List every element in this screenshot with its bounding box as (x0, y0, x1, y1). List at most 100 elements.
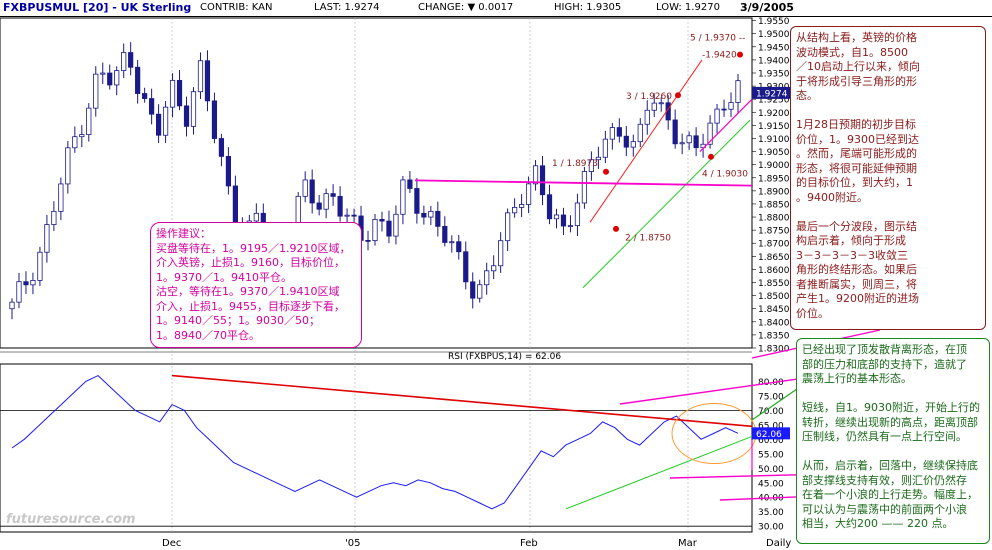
candle-body (623, 135, 629, 148)
wave-point (737, 51, 743, 58)
price-tick-label: 1.9400 (758, 56, 790, 66)
candle-body (512, 206, 518, 214)
price-tick-label: 1.8550 (758, 279, 790, 289)
rsi-tick-label: 45.00 (758, 479, 784, 489)
price-tick-label: 1.8400 (758, 318, 790, 328)
candle-body (421, 212, 427, 218)
candle-body (707, 122, 713, 145)
candle-body (93, 73, 99, 109)
last-price-tag: 1.9274 (756, 89, 788, 99)
rsi-tick-label: 75.00 (758, 392, 784, 402)
price-tick-label: 1.9350 (758, 70, 790, 80)
wave-point (603, 168, 609, 175)
price-panel-frame (0, 17, 753, 349)
candle-body (218, 138, 225, 157)
support-trendline (582, 119, 751, 289)
candle-body (232, 185, 238, 225)
wave-label: 4 / 1.9030 (702, 169, 748, 179)
price-tick-label: 1.8900 (758, 187, 790, 197)
candle-body (553, 214, 560, 220)
candle-body (532, 165, 539, 185)
wave-label: 2 / 1.8750 (625, 234, 671, 244)
candle-body (721, 108, 727, 111)
price-tick-label: 1.9050 (758, 148, 790, 158)
candle-body (323, 193, 329, 210)
candle-body (225, 156, 232, 187)
price-tick-label: 1.8650 (758, 253, 790, 263)
candle-body (37, 251, 43, 281)
price-tick-label: 1.8350 (758, 331, 790, 341)
candle-body (379, 218, 385, 222)
candle-body (162, 106, 169, 136)
candle-body (470, 281, 476, 299)
candle-body (505, 212, 511, 242)
rsi-tick-label: 60.00 (758, 436, 784, 446)
candle-body (114, 70, 120, 86)
rsi-resistance-line (171, 374, 753, 428)
price-tick-label: 1.8850 (758, 200, 790, 210)
candle-body (630, 141, 636, 148)
candle-body (637, 123, 643, 143)
candle-body (142, 93, 148, 99)
target-arrow-line (699, 98, 753, 152)
resistance-trendline (589, 59, 703, 223)
candle-body (651, 102, 657, 111)
last-price: LAST: 1.9274 (314, 2, 380, 13)
rsi-tag: 62.06 (756, 430, 782, 440)
candle-body (400, 179, 406, 215)
candle-body (309, 179, 315, 204)
candle-body (456, 241, 462, 253)
contrib-label: CONTRIB: KAN (200, 2, 273, 13)
price-tick-label: 1.8750 (758, 227, 790, 237)
note-rsi: 已经出现了顶发散背离形态，在顶 部的压力和底部的支持下，造就了 震荡上行的基本形… (796, 338, 990, 544)
candle-body (190, 91, 197, 127)
candle-body (253, 212, 259, 222)
candle-body (100, 72, 106, 75)
price-tick-label: 1.8600 (758, 266, 790, 276)
candle-body (204, 60, 211, 102)
candle-body (518, 204, 525, 208)
candle-body (365, 240, 371, 242)
candle-body (484, 270, 490, 286)
neckline (414, 179, 753, 187)
rsi-tick-label: 65.00 (758, 421, 784, 431)
candle-body (183, 105, 190, 127)
rsi-line (11, 375, 739, 510)
low-value: LOW: 1.9270 (656, 2, 720, 13)
candle-body (574, 202, 581, 226)
price-tick-label: 1.8450 (758, 305, 790, 315)
candle-body (107, 72, 113, 86)
candle-body (672, 119, 678, 145)
rsi-tick-label: 55.00 (758, 450, 784, 460)
wave-label: 3 / 1.9260 (626, 92, 672, 102)
price-tick-label: 1.8950 (758, 174, 790, 184)
x-axis-label: Feb (520, 538, 538, 549)
candle-body (595, 156, 601, 161)
candle-body (344, 214, 350, 217)
rsi-tick-label: 35.00 (758, 508, 784, 518)
candle-body (23, 281, 29, 286)
candle-body (393, 213, 399, 237)
candle-body (169, 79, 176, 108)
candle-body (176, 79, 183, 107)
candle-body (442, 225, 448, 243)
candle-body (16, 281, 22, 303)
candle-body (546, 194, 553, 220)
watermark: futuresource.com (6, 512, 136, 527)
price-tick-label: 1.8300 (758, 345, 790, 355)
price-tick-label: 1.9550 (758, 17, 790, 27)
price-tick-label: 1.8700 (758, 240, 790, 250)
rsi-tick-label: 40.00 (758, 494, 784, 504)
price-tick-label: 1.9250 (758, 96, 790, 106)
candle-body (30, 280, 36, 286)
chart-header: FXBPUSMUL [20] - UK Sterling CONTRIB: KA… (0, 0, 992, 17)
rsi-tick-label: 30.00 (758, 523, 784, 533)
candle-body (693, 135, 699, 149)
change-value: CHANGE: ▼ 0.0017 (418, 2, 514, 13)
candle-body (686, 135, 692, 144)
x-axis-label: Mar (678, 538, 698, 549)
candle-body (407, 179, 413, 189)
candle-body (609, 127, 615, 140)
wave-point (708, 153, 714, 160)
candle-body (602, 138, 608, 158)
